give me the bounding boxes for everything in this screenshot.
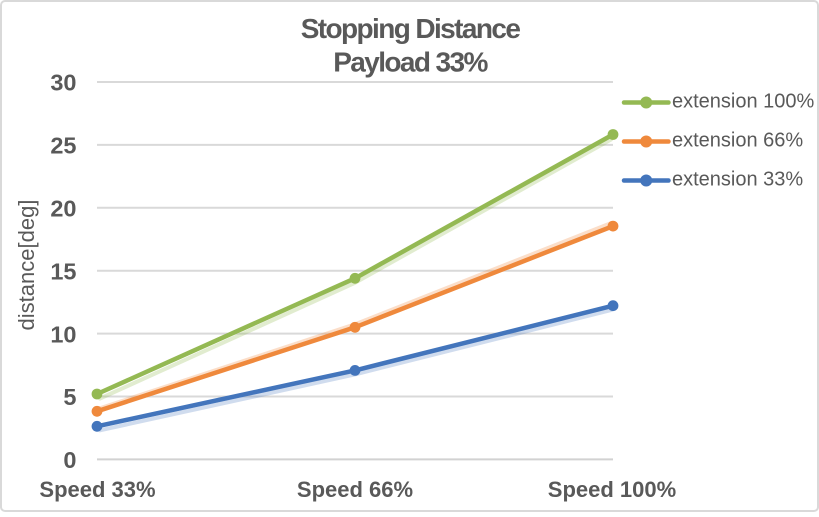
svg-text:Speed 100%: Speed 100%: [548, 477, 676, 502]
svg-text:Payload 33%: Payload 33%: [333, 47, 488, 78]
svg-text:Stopping Distance: Stopping Distance: [301, 13, 521, 44]
svg-text:Speed 33%: Speed 33%: [39, 477, 155, 502]
svg-text:25: 25: [50, 133, 76, 159]
svg-text:10: 10: [50, 321, 76, 347]
svg-text:extension 100%: extension 100%: [672, 91, 815, 113]
svg-text:5: 5: [63, 384, 76, 410]
svg-text:Speed 66%: Speed 66%: [297, 477, 413, 502]
svg-text:15: 15: [50, 258, 76, 284]
svg-text:0: 0: [63, 447, 76, 473]
svg-text:extension 33%: extension 33%: [672, 169, 803, 191]
svg-text:20: 20: [50, 196, 76, 222]
svg-text:distance[deg]: distance[deg]: [14, 200, 39, 331]
svg-text:30: 30: [50, 70, 76, 96]
svg-text:extension 66%: extension 66%: [672, 130, 803, 152]
